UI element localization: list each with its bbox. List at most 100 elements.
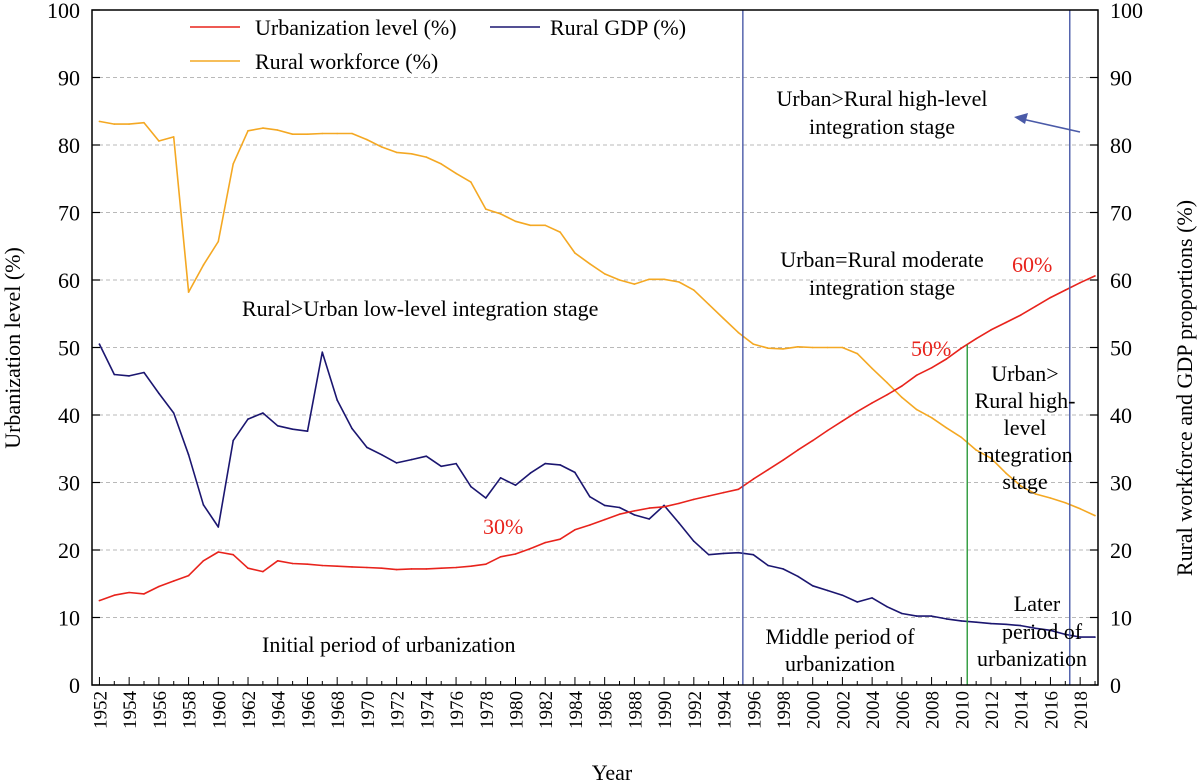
data-point-urbanization-level: [113, 594, 116, 596]
data-point-urbanization-level: [648, 507, 650, 509]
data-point-urbanization-level: [693, 498, 695, 501]
data-point-rural-gdp: [1094, 636, 1096, 638]
x-tick-label: 1956: [150, 691, 171, 729]
y-tick-label-right: 20: [1110, 538, 1132, 563]
label-30-percent: 30%: [483, 514, 523, 539]
data-point-rural-workforce: [886, 381, 888, 384]
data-point-rural-workforce: [455, 172, 457, 175]
data-point-rural-workforce: [172, 136, 175, 138]
x-tick-label: 2014: [1012, 691, 1033, 730]
data-point-urbanization-level: [1094, 275, 1096, 277]
data-point-rural-workforce: [381, 146, 383, 148]
data-point-rural-gdp: [856, 601, 859, 603]
x-tick-label: 1962: [239, 691, 260, 729]
y-tick-label-right: 60: [1110, 268, 1132, 293]
data-point-rural-workforce: [589, 263, 591, 265]
data-point-urbanization-level: [871, 402, 873, 404]
x-tick-label: 1996: [744, 691, 765, 729]
data-point-rural-workforce: [143, 121, 145, 124]
data-point-urbanization-level: [975, 337, 977, 340]
data-point-urbanization-level: [187, 574, 190, 577]
label-60-percent: 60%: [1012, 252, 1052, 277]
data-point-rural-gdp: [143, 371, 145, 374]
annotation-initial-period: Initial period of urbanization: [262, 632, 516, 657]
y-tick-label-right: 30: [1110, 471, 1132, 496]
data-point-rural-workforce: [158, 140, 160, 142]
y-tick-label-right: 50: [1110, 336, 1132, 361]
data-point-rural-workforce: [113, 123, 116, 125]
data-point-rural-gdp: [618, 506, 621, 509]
data-point-rural-gdp: [425, 455, 428, 458]
x-tick-label: 2012: [982, 691, 1003, 729]
data-point-rural-gdp: [262, 412, 264, 414]
legend-label-urbanization: Urbanization level (%): [255, 15, 457, 40]
data-point-urbanization-level: [336, 565, 339, 567]
data-point-rural-gdp: [202, 504, 205, 506]
data-point-rural-workforce: [574, 252, 576, 254]
data-point-urbanization-level: [841, 420, 844, 422]
data-point-urbanization-level: [440, 567, 443, 569]
data-point-rural-gdp: [797, 575, 799, 578]
y-tick-label-left: 90: [58, 66, 80, 91]
data-point-rural-workforce: [514, 220, 517, 223]
y-tick-label-left: 10: [58, 606, 80, 631]
data-point-rural-gdp: [247, 418, 249, 420]
annotation-rural-urban-stage: Rural>Urban low-level integration stage: [242, 296, 598, 321]
x-axis-title: Year: [592, 760, 633, 783]
data-point-rural-workforce: [410, 153, 413, 155]
x-tick-label: 2008: [923, 691, 944, 729]
data-point-urbanization-level: [811, 439, 814, 442]
data-point-urbanization-level: [351, 566, 353, 568]
x-tick-label: 1988: [625, 691, 646, 729]
data-point-rural-workforce: [544, 224, 546, 227]
data-point-rural-gdp: [395, 462, 398, 464]
annotation-high-stage-line2: integration stage: [809, 114, 955, 139]
data-point-rural-workforce: [811, 346, 814, 349]
data-point-urbanization-level: [202, 560, 205, 562]
x-tick-label: 1976: [447, 691, 468, 729]
x-tick-label: 1990: [655, 691, 676, 729]
data-point-rural-workforce: [767, 347, 769, 350]
data-point-rural-gdp: [1005, 623, 1007, 626]
data-point-urbanization-level: [276, 560, 279, 562]
data-point-urbanization-level: [707, 495, 710, 497]
y-tick-label-right: 100: [1110, 0, 1143, 23]
x-tick-label: 1982: [536, 691, 557, 729]
data-point-urbanization-level: [856, 410, 859, 413]
data-point-rural-gdp: [767, 564, 769, 567]
data-point-urbanization-level: [589, 524, 591, 526]
y-tick-label-left: 0: [69, 673, 80, 698]
data-point-urbanization-level: [410, 568, 413, 570]
data-point-rural-gdp: [113, 373, 116, 376]
data-point-urbanization-level: [782, 459, 784, 462]
data-point-rural-workforce: [247, 130, 249, 132]
data-point-rural-workforce: [678, 281, 680, 283]
y-tick-label-right: 10: [1110, 606, 1132, 631]
axis-ticks: 0 0 10 10 20 20 30 30 40 40 50 50 60 60 70 70 80 80 90 90 10…: [47, 0, 1143, 729]
x-tick-label: 1960: [209, 691, 230, 729]
data-point-rural-workforce: [1034, 493, 1037, 495]
y-tick-label-right: 90: [1110, 66, 1132, 91]
series-points-rural-workforce: [98, 120, 1096, 517]
annotation-middle-period-line2: urbanization: [785, 651, 895, 676]
data-point-rural-gdp: [811, 585, 814, 587]
data-point-rural-gdp: [826, 589, 829, 592]
data-point-rural-workforce: [276, 129, 279, 131]
y-tick-label-left: 30: [58, 471, 80, 496]
x-tick-label: 2016: [1041, 691, 1062, 729]
x-tick-label: 1974: [417, 691, 438, 730]
data-point-rural-workforce: [737, 331, 740, 334]
annotation-side-line4: integration: [977, 442, 1072, 467]
data-point-rural-gdp: [187, 454, 190, 456]
data-point-rural-gdp: [574, 471, 576, 474]
x-tick-label: 1952: [90, 691, 111, 729]
data-point-rural-workforce: [663, 278, 665, 281]
data-point-urbanization-level: [455, 566, 457, 569]
data-point-rural-workforce: [440, 163, 443, 165]
data-point-rural-workforce: [1049, 497, 1052, 499]
y-axis-title-left: Urbanization level (%): [0, 247, 25, 449]
data-point-rural-gdp: [336, 399, 339, 401]
data-point-rural-gdp: [663, 504, 665, 507]
data-point-rural-gdp: [485, 497, 487, 499]
annotation-later-period-line1: Later: [1014, 591, 1061, 616]
